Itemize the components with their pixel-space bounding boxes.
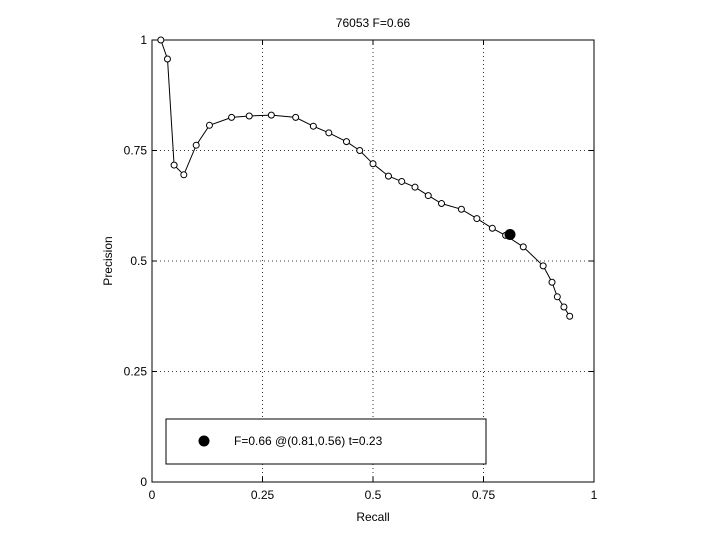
data-point bbox=[292, 113, 300, 121]
series-line bbox=[160, 39, 571, 317]
data-point bbox=[325, 129, 333, 137]
x-tick-label: 0 bbox=[149, 488, 156, 502]
y-tick-label: 0.5 bbox=[130, 254, 147, 268]
x-tick-label: 0.75 bbox=[472, 488, 496, 502]
axis-ticks: 0 0.25 0.5 0.75 1 0 0.25 0.5 0.75 1 bbox=[124, 33, 598, 502]
data-point bbox=[163, 55, 171, 63]
data-point bbox=[519, 243, 527, 251]
data-point bbox=[560, 303, 568, 311]
x-tick-label: 0.5 bbox=[365, 488, 382, 502]
best-f-point bbox=[504, 228, 516, 240]
data-point bbox=[384, 172, 392, 180]
data-point bbox=[192, 141, 200, 149]
data-point bbox=[180, 171, 188, 179]
x-axis-label: Recall bbox=[356, 510, 389, 524]
x-tick-label: 1 bbox=[591, 488, 598, 502]
y-axis-label: Precision bbox=[101, 236, 115, 285]
y-tick-label: 1 bbox=[140, 33, 147, 47]
y-tick-label: 0.75 bbox=[124, 144, 148, 158]
data-point bbox=[457, 205, 465, 213]
legend-box bbox=[165, 418, 487, 465]
data-point bbox=[309, 122, 317, 130]
data-point bbox=[398, 177, 406, 185]
legend-entry-label: F=0.66 @(0.81,0.56) t=0.23 bbox=[234, 434, 383, 448]
chart-title: 76053 F=0.66 bbox=[336, 16, 411, 30]
data-point bbox=[424, 192, 432, 200]
data-point bbox=[488, 224, 496, 232]
series-layer bbox=[157, 36, 574, 320]
data-point bbox=[369, 160, 377, 168]
data-point bbox=[170, 161, 178, 169]
data-point bbox=[473, 215, 481, 223]
data-point bbox=[157, 36, 165, 44]
data-point bbox=[245, 112, 253, 120]
data-point bbox=[411, 183, 419, 191]
y-tick-label: 0 bbox=[140, 475, 147, 489]
y-tick-label: 0.25 bbox=[124, 365, 148, 379]
data-point bbox=[553, 293, 561, 301]
data-point bbox=[438, 200, 446, 208]
data-point bbox=[356, 147, 364, 154]
grid-lines bbox=[152, 40, 594, 482]
x-tick-label: 0.25 bbox=[251, 488, 275, 502]
legend-marker-icon bbox=[198, 435, 210, 447]
data-point bbox=[205, 121, 213, 129]
data-point bbox=[566, 312, 574, 320]
data-point bbox=[228, 113, 236, 121]
data-point bbox=[342, 138, 350, 146]
data-point bbox=[548, 278, 556, 286]
legend: F=0.66 @(0.81,0.56) t=0.23 bbox=[165, 418, 487, 465]
data-point bbox=[539, 262, 547, 270]
data-point bbox=[267, 111, 275, 119]
